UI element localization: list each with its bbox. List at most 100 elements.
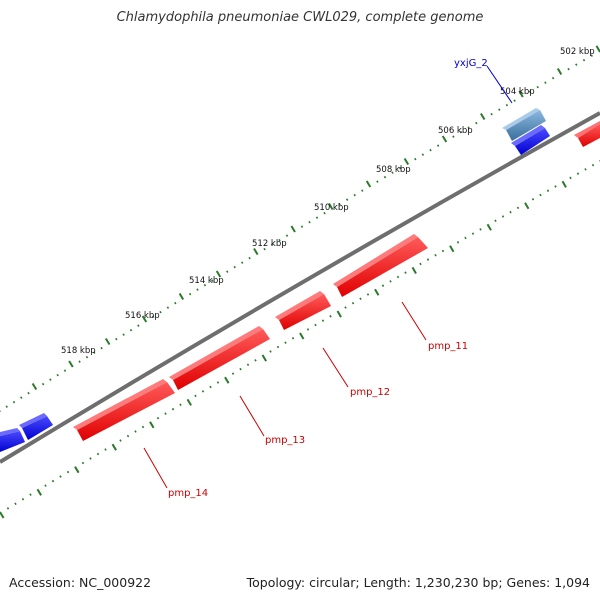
gene-yxjG_2[interactable]: [502, 108, 546, 141]
minor-tick: [29, 493, 32, 496]
minor-tick: [329, 315, 332, 318]
minor-tick: [389, 280, 392, 283]
minor-tick: [115, 337, 118, 341]
minor-tick: [381, 284, 385, 287]
minor-tick: [194, 394, 197, 398]
minor-tick: [501, 215, 505, 218]
map-title: Chlamydophila pneumoniae CWL029, complet…: [116, 10, 484, 25]
minor-tick: [196, 288, 199, 291]
minor-tick: [216, 381, 220, 384]
minor-tick: [188, 292, 192, 296]
minor-tick: [464, 236, 467, 240]
minor-tick: [78, 360, 81, 363]
gene-labels: yxjG_2 pmp_11 pmp_12 pmp_13 pmp_14: [168, 58, 488, 499]
gene-label-pmp_11[interactable]: pmp_11: [428, 341, 468, 352]
minor-tick: [44, 484, 47, 487]
major-tick: [336, 310, 342, 318]
kbp-label-510: 510 kbp: [314, 203, 349, 213]
minor-tick: [6, 507, 10, 510]
major-tick: [403, 157, 410, 166]
minor-tick: [63, 369, 67, 372]
minor-tick: [516, 206, 520, 210]
major-tick: [253, 247, 259, 256]
inner-tick-ring: [0, 160, 600, 519]
minor-tick: [376, 180, 379, 183]
minor-tick: [231, 372, 235, 375]
gene-label-pmp_14[interactable]: pmp_14: [168, 488, 208, 499]
gene-pmp_11[interactable]: [333, 234, 428, 297]
minor-tick: [567, 67, 570, 71]
kbp-label-518: 518 kbp: [61, 346, 96, 356]
major-tick: [328, 202, 334, 211]
gene-blue-left-a[interactable]: [0, 428, 25, 452]
minor-tick: [49, 378, 52, 381]
minor-tick: [166, 306, 170, 309]
minor-tick: [383, 175, 387, 179]
major-tick: [524, 202, 530, 210]
minor-tick: [314, 323, 317, 327]
minor-tick: [353, 193, 356, 197]
minor-tick: [248, 256, 251, 260]
major-tick: [595, 45, 600, 53]
gene-label-pmp_12[interactable]: pmp_12: [350, 387, 390, 398]
minor-tick: [344, 306, 347, 309]
gene-label-yxjG_2[interactable]: yxjG_2: [454, 58, 488, 69]
minor-tick: [509, 210, 512, 214]
minor-tick: [546, 189, 550, 192]
minor-tick: [494, 219, 497, 223]
major-tick: [411, 266, 417, 274]
minor-tick: [201, 390, 205, 393]
gene-blue-right[interactable]: [511, 125, 550, 155]
minor-tick: [171, 407, 175, 411]
major-tick: [104, 337, 111, 346]
minor-tick: [291, 336, 295, 340]
gene-pmp_14[interactable]: [73, 379, 175, 441]
major-tick: [518, 90, 524, 98]
kbp-label-512: 512 kbp: [252, 239, 287, 249]
minor-tick: [306, 328, 310, 331]
minor-tick: [269, 350, 272, 353]
minor-tick: [471, 232, 475, 235]
minor-tick: [209, 385, 212, 389]
minor-tick: [27, 391, 30, 395]
minor-tick: [321, 319, 325, 322]
minor-tick: [366, 293, 370, 296]
minor-tick: [159, 310, 162, 314]
minor-tick: [414, 157, 417, 161]
major-tick: [441, 135, 448, 143]
minor-tick: [436, 144, 440, 147]
gene-blue-left-b[interactable]: [19, 413, 53, 440]
minor-tick: [421, 153, 425, 156]
minor-tick: [426, 258, 430, 261]
major-tick: [186, 398, 192, 406]
minor-tick: [459, 130, 463, 134]
major-tick: [290, 225, 296, 233]
minor-tick: [582, 58, 586, 62]
gene-red-far-right[interactable]: [574, 121, 600, 147]
major-tick: [486, 223, 492, 231]
minor-tick: [270, 243, 274, 246]
gene-pmp_13[interactable]: [169, 326, 270, 390]
major-tick: [365, 180, 372, 188]
minor-tick: [141, 425, 145, 429]
minor-tick: [308, 220, 311, 224]
genome-backbone: [0, 111, 600, 464]
kbp-label-516: 516 kbp: [125, 311, 160, 321]
minor-tick: [233, 265, 236, 269]
major-tick: [449, 245, 455, 253]
minor-tick: [429, 148, 432, 152]
minor-tick: [479, 228, 482, 231]
minor-tick: [151, 315, 155, 318]
gene-pmp_12[interactable]: [275, 291, 331, 330]
gene-label-pmp_13[interactable]: pmp_13: [265, 435, 305, 446]
minor-tick: [96, 452, 100, 456]
minor-tick: [12, 400, 16, 404]
kbp-label-514: 514 kbp: [189, 276, 224, 286]
minor-tick: [575, 63, 578, 66]
minor-tick: [554, 185, 557, 188]
minor-tick: [300, 225, 304, 228]
minor-tick: [174, 301, 177, 305]
minor-tick: [513, 99, 516, 102]
accession-text: Accession: NC_000922: [9, 575, 152, 590]
